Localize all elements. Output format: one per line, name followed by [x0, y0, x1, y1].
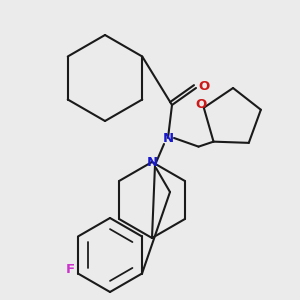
Text: O: O — [195, 98, 206, 111]
Text: O: O — [198, 80, 209, 94]
Text: F: F — [65, 263, 74, 276]
Text: N: N — [162, 131, 174, 145]
Text: N: N — [146, 155, 158, 169]
